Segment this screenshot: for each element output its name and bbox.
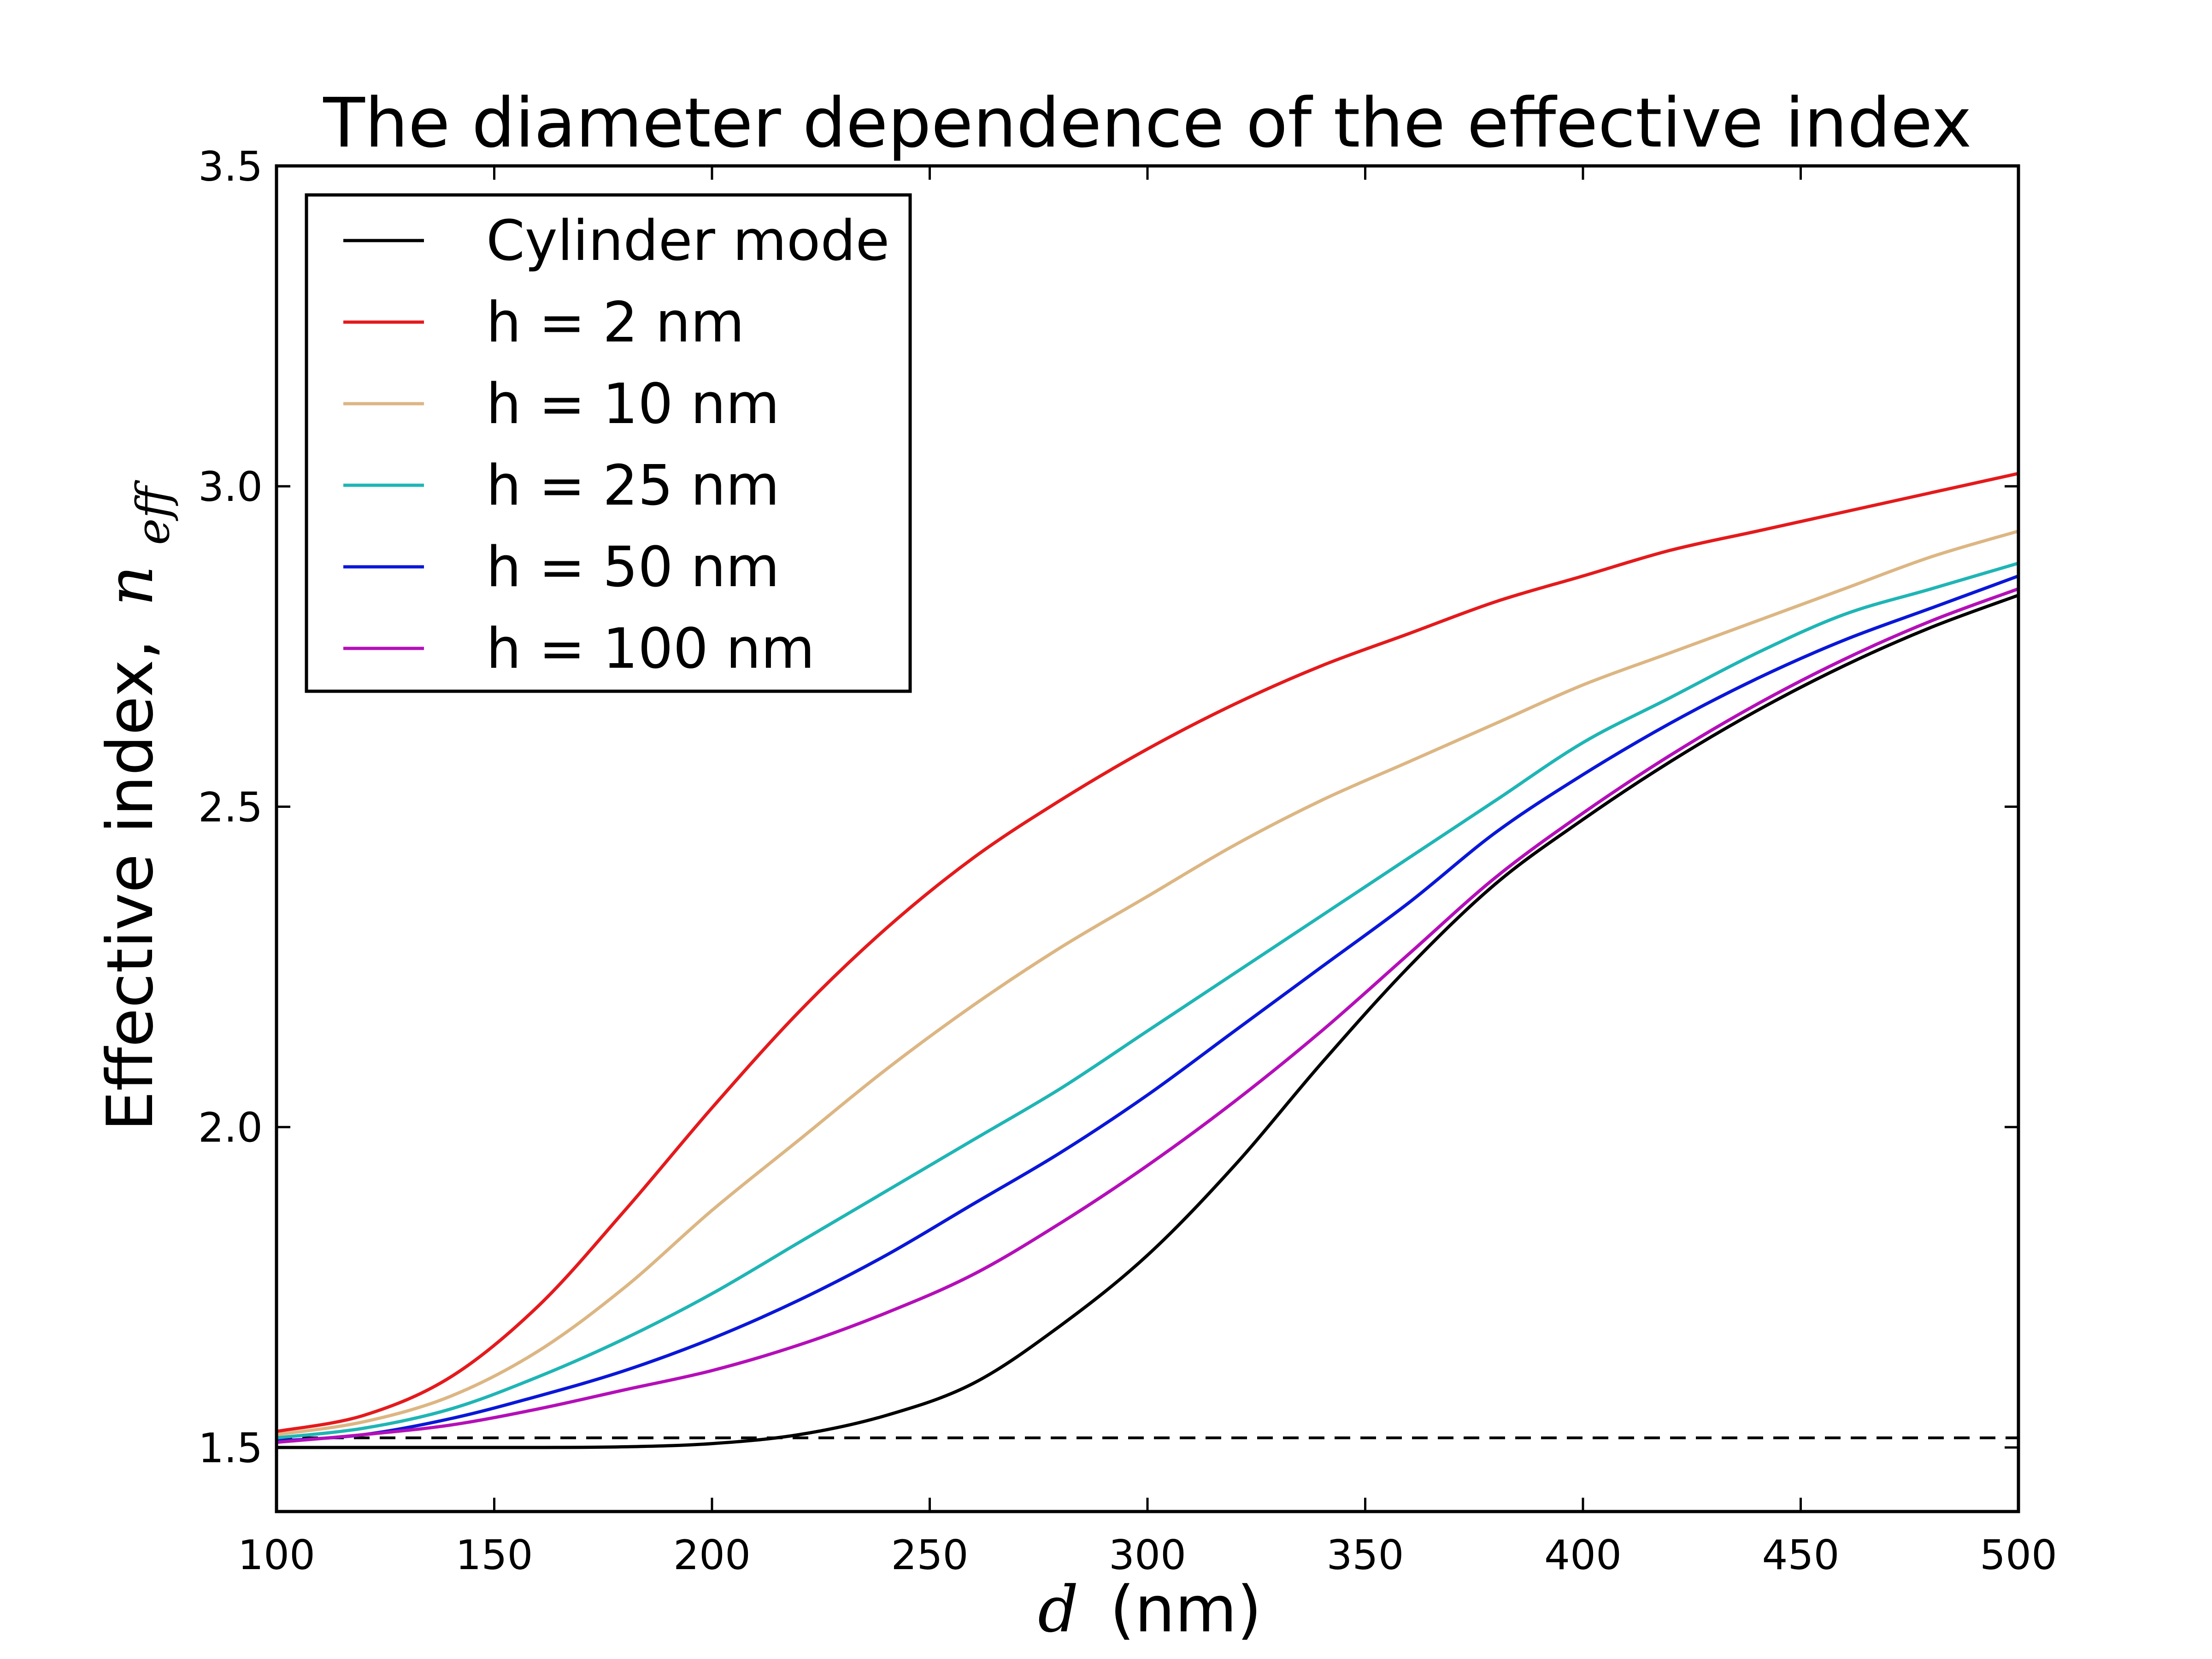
x-tick-label: 100: [238, 1531, 315, 1579]
x-tick-label: 350: [1327, 1531, 1404, 1579]
x-tick-label: 300: [1109, 1531, 1186, 1579]
chart-title: The diameter dependence of the effective…: [323, 83, 1971, 163]
series-line-2: [276, 529, 2019, 1436]
x-axis-symbol: d: [1038, 1572, 1078, 1647]
legend-frame: [305, 193, 912, 693]
y-axis-symbol: n: [93, 565, 167, 606]
y-tick-label: 2.5: [198, 783, 263, 831]
x-tick-label: 450: [1762, 1531, 1840, 1579]
x-axis-label: d (nm): [1038, 1572, 1262, 1647]
series-line-1: [276, 472, 2019, 1433]
series-line-4: [276, 574, 2019, 1443]
series-layer: [276, 472, 2019, 1449]
x-tick-label: 250: [891, 1531, 969, 1579]
legend-label-2: h = 10 nm: [486, 372, 780, 436]
legend: Cylinder mode h = 2 nm h = 10 nm h = 25 nm h…: [305, 193, 912, 693]
series-line-5: [276, 587, 2019, 1444]
y-axis-subscript: eff: [127, 480, 180, 545]
series-line-3: [276, 561, 2019, 1440]
legend-label-5: h = 100 nm: [486, 617, 815, 681]
x-tick-label: 150: [456, 1531, 533, 1579]
x-tick-label: 200: [673, 1531, 751, 1579]
y-axis-label: Effective index, n eff: [93, 480, 180, 1131]
legend-label-1: h = 2 nm: [486, 291, 744, 355]
x-axis-unit: (nm): [1110, 1572, 1262, 1647]
x-tick-label: 500: [1980, 1531, 2057, 1579]
y-tick-label: 3.5: [198, 143, 263, 190]
y-axis-label-group: Effective index, n eff: [93, 480, 180, 1131]
x-tick-label: 400: [1544, 1531, 1622, 1579]
legend-label-4: h = 50 nm: [486, 535, 780, 600]
y-axis-text: Effective index,: [93, 639, 167, 1131]
axis-layer: 100 150 200 250 300 350 400 450 500 1.5 2.0 2.5 3.0 3…: [198, 143, 2057, 1579]
legend-label-0: Cylinder mode: [486, 209, 889, 273]
y-tick-label: 1.5: [198, 1424, 263, 1472]
legend-label-3: h = 25 nm: [486, 454, 780, 518]
y-tick-label: 2.0: [198, 1104, 263, 1152]
series-line-0: [276, 594, 2019, 1449]
y-tick-label: 3.0: [198, 463, 263, 511]
